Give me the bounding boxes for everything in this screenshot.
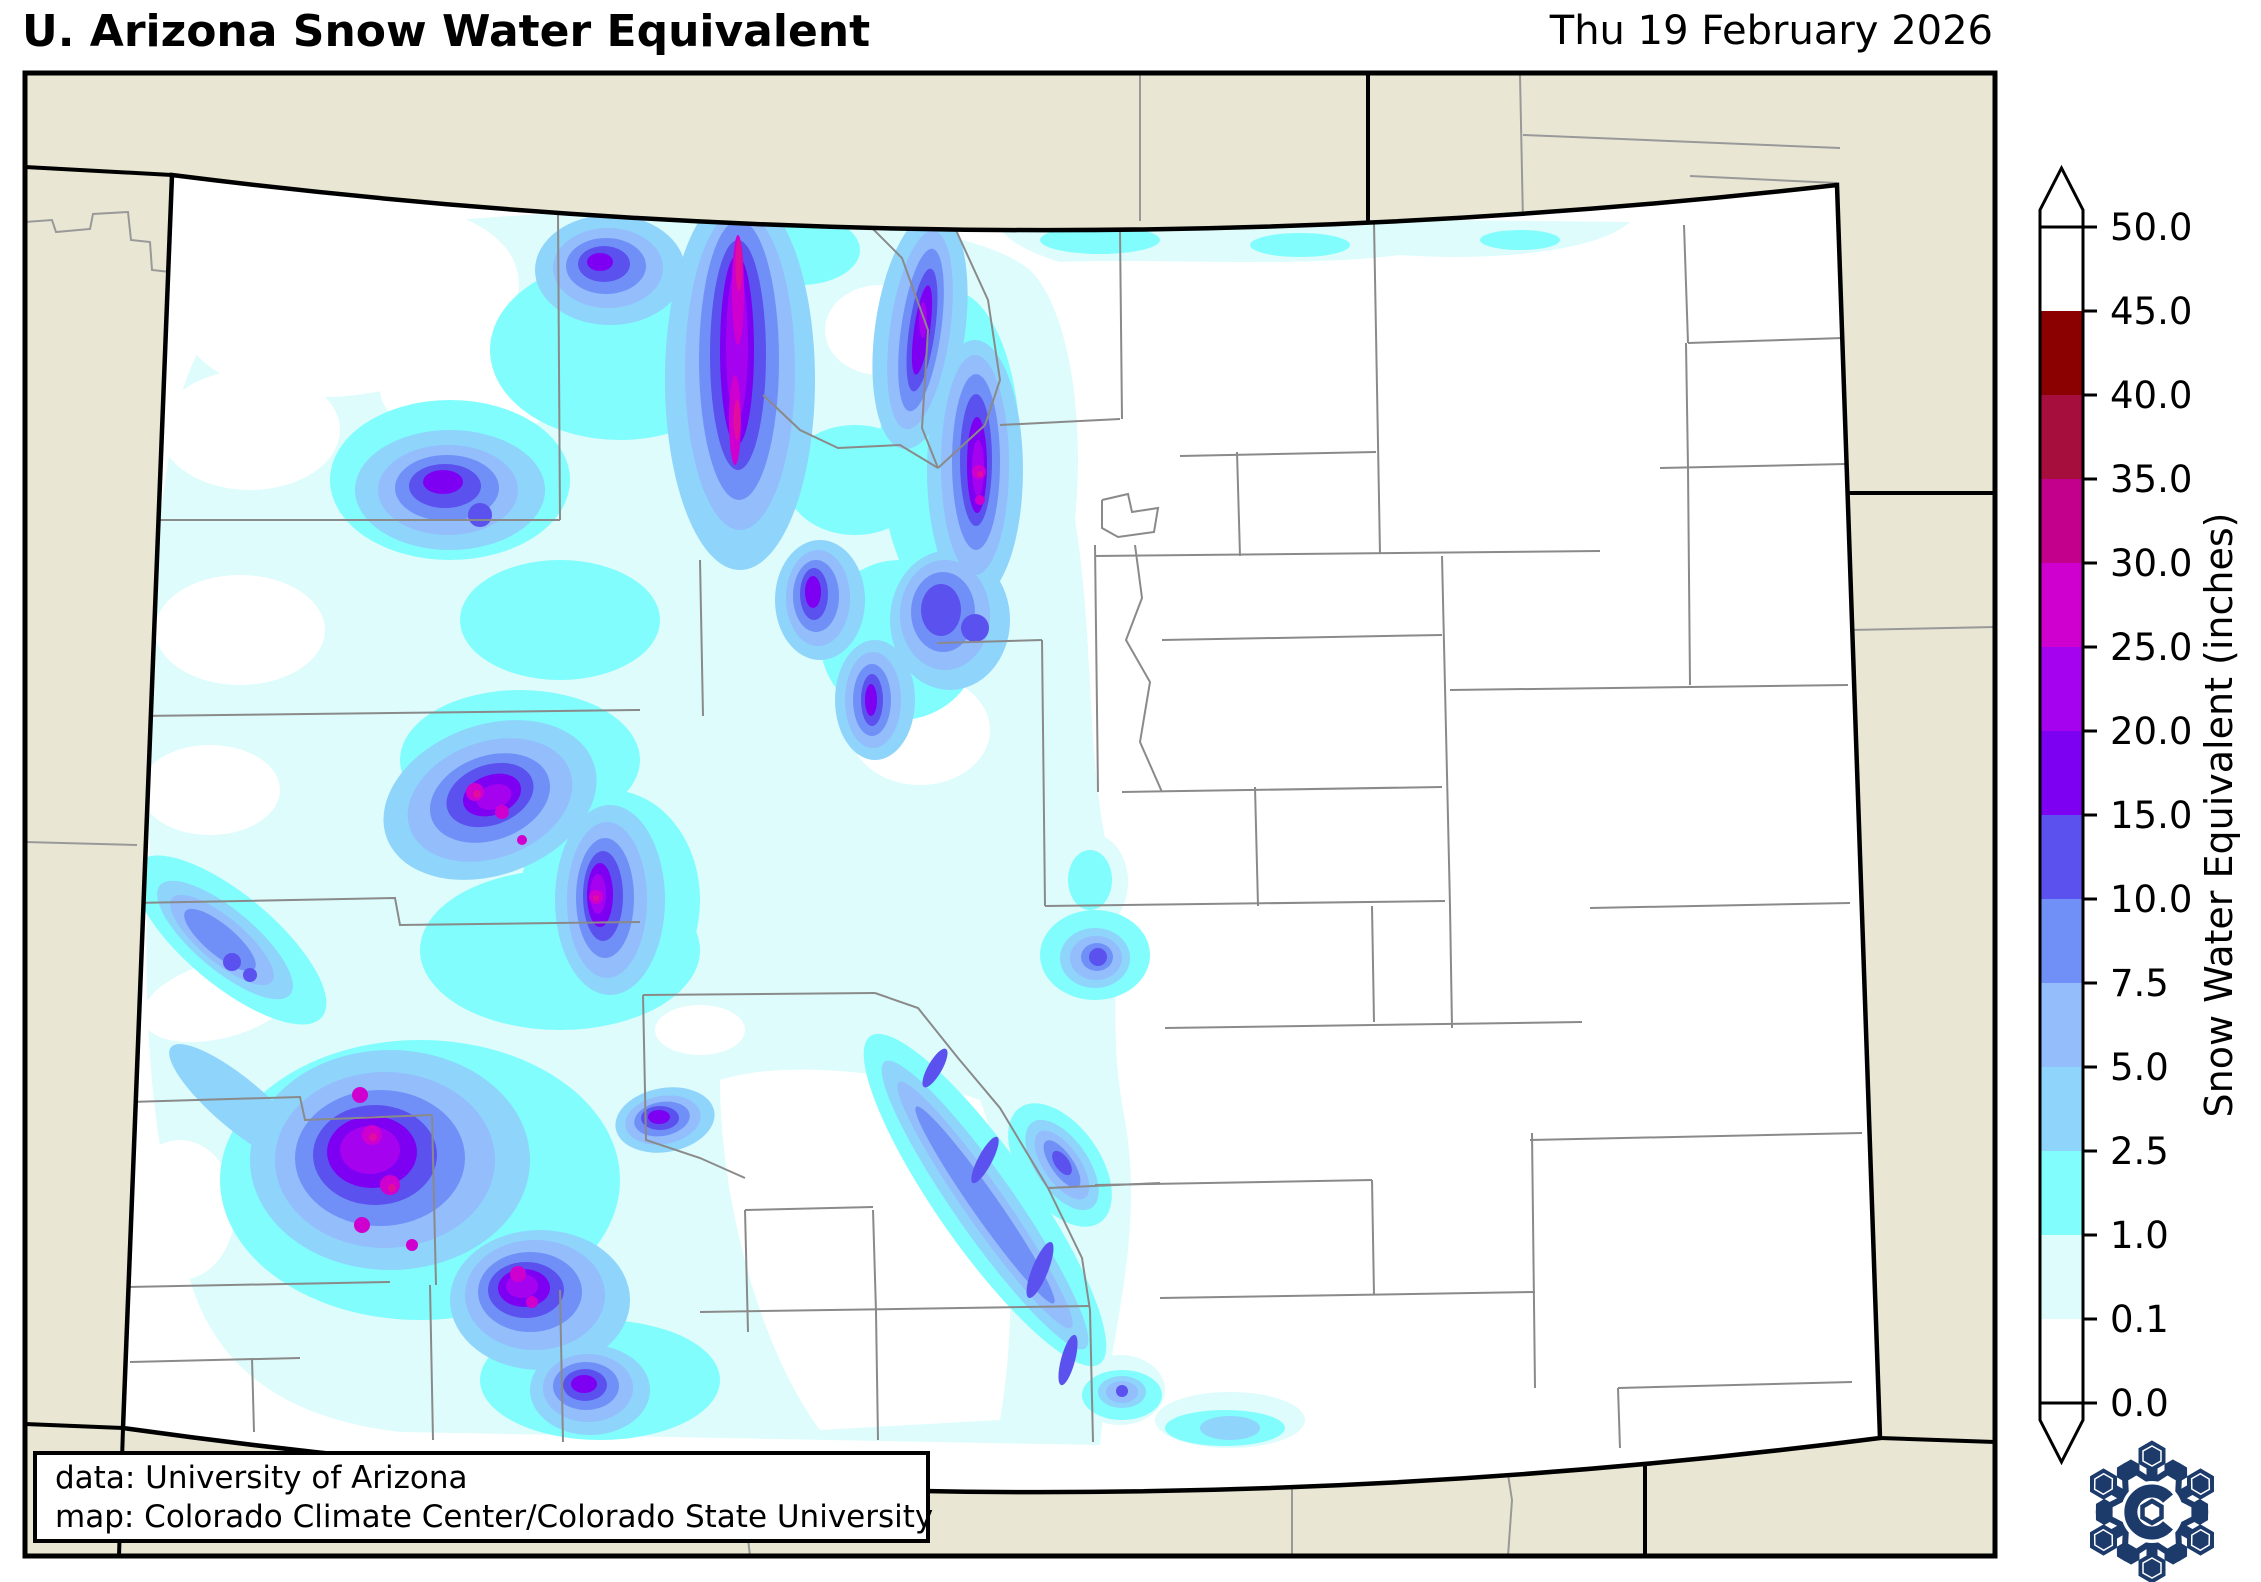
- colorbar-arrow-down: [2038, 1401, 2085, 1466]
- map-frame: [22, 70, 1998, 1559]
- colorbar-tick-label: 20.0: [2110, 710, 2192, 753]
- colorbar-tick-label: 0.0: [2110, 1382, 2169, 1425]
- colorbar-segment: [2040, 1319, 2083, 1403]
- colorbar-tick-label: 35.0: [2110, 458, 2192, 501]
- colorbar-tick-label: 1.0: [2110, 1214, 2169, 1257]
- caption-map-source: map: Colorado Climate Center/Colorado St…: [55, 1499, 933, 1535]
- colorbar-tick-label: 2.5: [2110, 1130, 2169, 1173]
- neighbor-state-borders: [24, 73, 1996, 1557]
- colorbar-arrow-up: [2038, 164, 2085, 229]
- colorbar-segment: [2040, 311, 2083, 395]
- colorbar-segment: [2040, 815, 2083, 899]
- colorbar-segment: [2040, 1151, 2083, 1235]
- colorbar-axis-label: Snow Water Equivalent (inches): [2197, 512, 2241, 1117]
- caption-data-source: data: University of Arizona: [55, 1460, 468, 1496]
- colorbar-segment: [2040, 563, 2083, 647]
- colorbar-tick-label: 25.0: [2110, 626, 2192, 669]
- colorbar-segment: [2040, 983, 2083, 1067]
- colorbar-segment: [2040, 647, 2083, 731]
- colorbar-segment: [2040, 479, 2083, 563]
- colorbar-ticks: 50.0 45.0 40.0 35.0 30.0 25.0 20.0 15.0 10.0 7.5 5…: [2083, 206, 2192, 1425]
- caption-box: data: University of Arizona map: Colorad…: [33, 1451, 933, 1543]
- colorbar-segment: [2040, 395, 2083, 479]
- colorbar-tick-label: 40.0: [2110, 374, 2192, 417]
- colorbar-segment: [2040, 1067, 2083, 1151]
- colorbar-tick-label: 50.0: [2110, 206, 2192, 249]
- colorbar-tick-label: 5.0: [2110, 1046, 2169, 1089]
- colorbar-tick-label: 45.0: [2110, 290, 2192, 333]
- swe-data-layer: [125, 190, 1630, 1448]
- colorbar-tick-label: 15.0: [2110, 794, 2192, 837]
- colorbar-tick-label: 10.0: [2110, 878, 2192, 921]
- colorbar-segment: [2040, 1235, 2083, 1319]
- page-title: U. Arizona Snow Water Equivalent: [22, 6, 870, 57]
- colorbar-tick-label: 7.5: [2110, 962, 2169, 1005]
- date-label: Thu 19 February 2026: [1549, 8, 1993, 54]
- colorbar-segment: [2040, 731, 2083, 815]
- colorbar-segment: [2040, 227, 2083, 311]
- snowflake-logo-icon: [2076, 1441, 2228, 1582]
- colorbar-tick-label: 30.0: [2110, 542, 2192, 585]
- colorbar-segments: [2040, 227, 2083, 1403]
- colorbar-segment: [2040, 899, 2083, 983]
- colorbar: 50.0 45.0 40.0 35.0 30.0 25.0 20.0 15.0 10.0 7.5 5…: [2038, 164, 2192, 1466]
- colorbar-tick-label: 0.1: [2110, 1298, 2169, 1341]
